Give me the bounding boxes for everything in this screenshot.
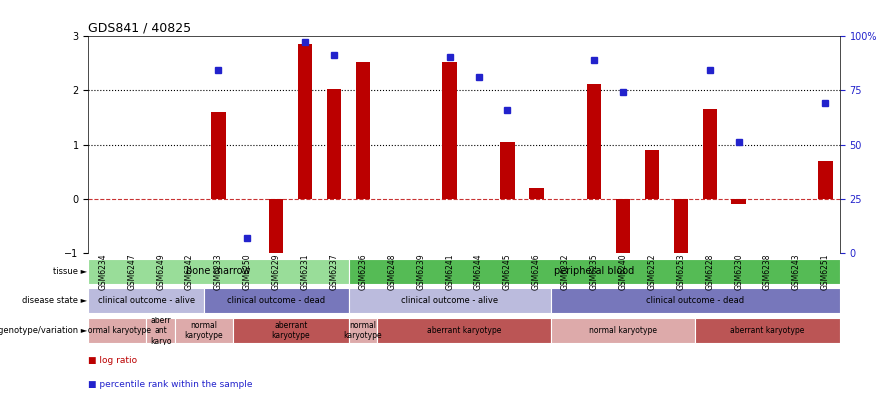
Bar (377, 318, 551, 343)
Bar (348, 259, 840, 284)
Bar (530, 188, 544, 199)
Bar (146, 318, 175, 343)
Bar (674, 199, 688, 270)
Text: GSM6246: GSM6246 (532, 253, 541, 290)
Bar (175, 318, 232, 343)
Text: GSM6237: GSM6237 (330, 253, 339, 290)
Bar (298, 44, 312, 199)
Text: GSM6236: GSM6236 (358, 253, 368, 290)
Text: GSM6248: GSM6248 (387, 253, 396, 290)
Text: GSM6231: GSM6231 (301, 253, 309, 290)
Text: bone marrow: bone marrow (187, 266, 251, 276)
Text: GSM6240: GSM6240 (619, 253, 628, 290)
Text: GSM6245: GSM6245 (503, 253, 512, 290)
Text: clinical outcome - alive: clinical outcome - alive (401, 297, 499, 305)
Text: normal
karyotype: normal karyotype (185, 321, 224, 340)
Text: GSM6250: GSM6250 (243, 253, 252, 290)
Text: GSM6244: GSM6244 (474, 253, 483, 290)
Text: GSM6235: GSM6235 (590, 253, 598, 290)
Bar (500, 142, 514, 199)
Text: disease state ►: disease state ► (22, 297, 88, 305)
Text: GSM6242: GSM6242 (185, 253, 194, 290)
Text: GSM6249: GSM6249 (156, 253, 165, 290)
Text: tissue ►: tissue ► (53, 267, 88, 276)
Text: GSM6232: GSM6232 (560, 253, 570, 290)
Bar (703, 109, 717, 199)
Text: normal karyotype: normal karyotype (83, 326, 151, 335)
Bar (88, 318, 146, 343)
Text: GDS841 / 40825: GDS841 / 40825 (88, 21, 192, 34)
Text: clinical outcome - alive: clinical outcome - alive (97, 297, 194, 305)
Text: normal karyotype: normal karyotype (589, 326, 657, 335)
Text: GSM6229: GSM6229 (271, 253, 281, 290)
Text: aberrant karyotype: aberrant karyotype (427, 326, 501, 335)
Bar (644, 150, 659, 199)
Text: aberrant
karyotype: aberrant karyotype (271, 321, 310, 340)
Bar (348, 318, 377, 343)
Text: GSM6239: GSM6239 (416, 253, 425, 290)
Bar (818, 161, 833, 199)
Text: GSM6233: GSM6233 (214, 253, 223, 290)
Text: genotype/variation ►: genotype/variation ► (0, 326, 88, 335)
Text: clinical outcome - dead: clinical outcome - dead (646, 297, 744, 305)
Text: GSM6243: GSM6243 (792, 253, 801, 290)
Text: GSM6234: GSM6234 (98, 253, 107, 290)
Bar (269, 199, 284, 259)
Bar (616, 199, 630, 265)
Text: normal
karyotype: normal karyotype (344, 321, 382, 340)
Text: aberr
ant
karyo: aberr ant karyo (150, 316, 171, 346)
Text: GSM6230: GSM6230 (734, 253, 743, 290)
Text: clinical outcome - dead: clinical outcome - dead (227, 297, 325, 305)
Bar (551, 288, 840, 314)
Text: GSM6241: GSM6241 (446, 253, 454, 290)
Bar (204, 288, 348, 314)
Bar (551, 318, 696, 343)
Text: GSM6252: GSM6252 (647, 253, 657, 290)
Bar (696, 318, 840, 343)
Bar (327, 89, 341, 199)
Bar (355, 62, 370, 199)
Bar (211, 112, 225, 199)
Bar (348, 288, 551, 314)
Bar (88, 288, 204, 314)
Text: GSM6228: GSM6228 (705, 253, 714, 290)
Text: ■ percentile rank within the sample: ■ percentile rank within the sample (88, 380, 253, 388)
Bar (232, 318, 348, 343)
Text: GSM6247: GSM6247 (127, 253, 136, 290)
Bar (587, 84, 601, 199)
Text: GSM6253: GSM6253 (676, 253, 685, 290)
Text: GSM6238: GSM6238 (763, 253, 772, 290)
Bar (88, 259, 348, 284)
Bar (731, 199, 746, 204)
Text: aberrant karyotype: aberrant karyotype (730, 326, 804, 335)
Text: ■ log ratio: ■ log ratio (88, 356, 138, 365)
Text: peripheral blood: peripheral blood (554, 266, 635, 276)
Text: GSM6251: GSM6251 (821, 253, 830, 290)
Bar (442, 62, 457, 199)
